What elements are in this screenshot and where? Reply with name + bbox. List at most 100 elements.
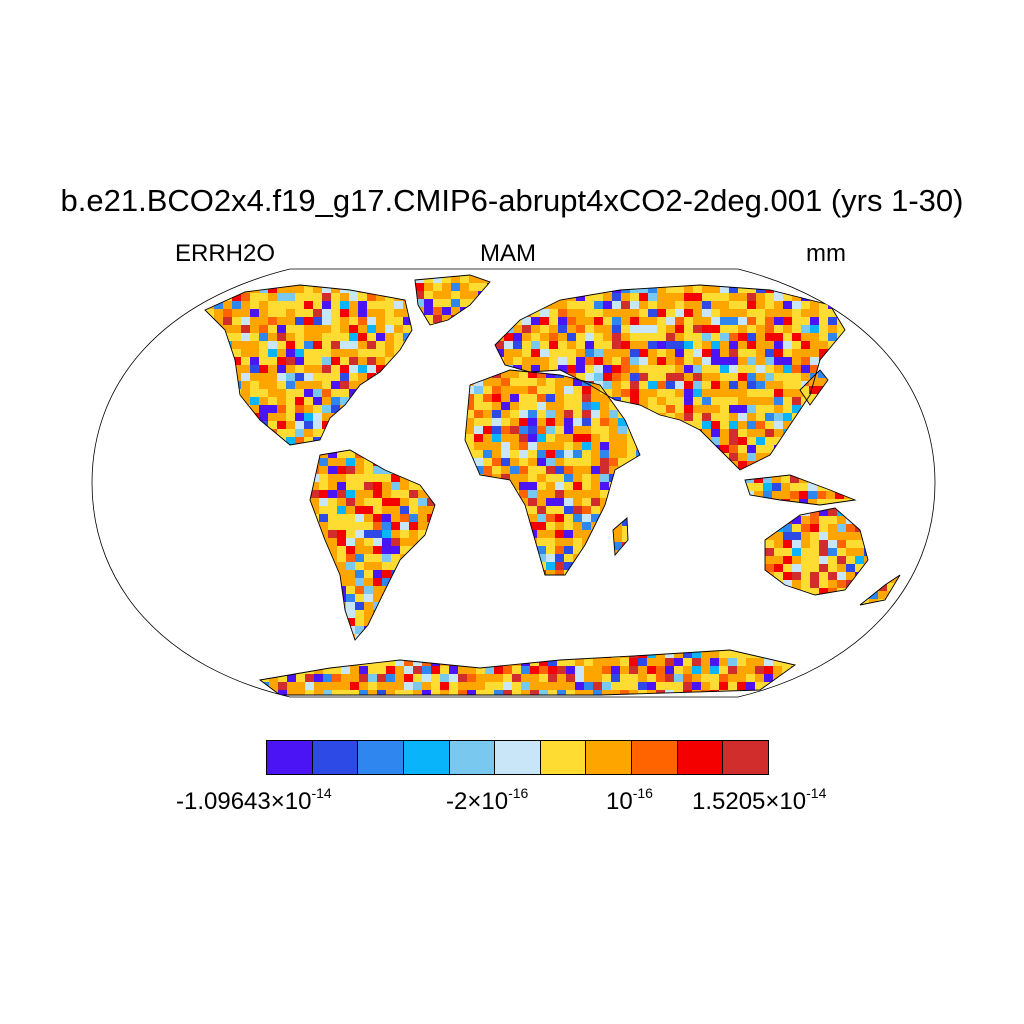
grid-cell — [546, 394, 555, 402]
grid-cell — [755, 674, 764, 682]
grid-cell — [621, 325, 630, 333]
grid-cell — [546, 554, 555, 562]
grid-cell — [322, 285, 331, 293]
grid-cell — [801, 564, 810, 572]
grid-cell — [828, 309, 837, 317]
grid-cell — [519, 466, 528, 474]
grid-cell — [639, 397, 648, 405]
grid-cell — [790, 475, 799, 483]
grid-cell — [368, 674, 377, 682]
grid-cell — [765, 301, 774, 309]
grid-cell — [341, 674, 350, 682]
grid-cell — [702, 333, 711, 341]
grid-cell — [337, 570, 346, 578]
grid-cell — [295, 413, 304, 421]
grid-cell — [546, 458, 555, 466]
grid-cell — [846, 532, 855, 540]
grid-cell — [692, 658, 701, 666]
grid-cell — [576, 341, 585, 349]
grid-cell — [555, 474, 564, 482]
grid-cell — [286, 285, 295, 293]
grid-cell — [674, 674, 683, 682]
grid-cell — [373, 586, 382, 594]
grid-cell — [612, 357, 621, 365]
grid-cell — [424, 315, 433, 323]
grid-cell — [828, 580, 837, 588]
grid-cell — [801, 365, 810, 373]
grid-cell — [241, 301, 250, 309]
grid-cell — [612, 349, 621, 357]
grid-cell — [573, 530, 582, 538]
grid-cell — [313, 309, 322, 317]
grid-cell — [837, 301, 845, 309]
grid-cell — [557, 658, 566, 666]
grid-cell — [391, 498, 400, 506]
grid-cell — [729, 429, 738, 437]
grid-cell — [720, 285, 729, 293]
grid-cell — [720, 309, 729, 317]
grid-cell — [395, 666, 404, 674]
grid-cell — [409, 482, 418, 490]
grid-cell — [710, 674, 719, 682]
grid-cell — [373, 522, 382, 530]
grid-cell — [395, 674, 404, 682]
grid-cell — [555, 522, 564, 530]
grid-cell — [331, 301, 340, 309]
grid-cell — [674, 650, 683, 658]
grid-cell — [737, 666, 746, 674]
grid-cell — [403, 325, 412, 333]
grid-cell — [648, 405, 657, 413]
grid-cell — [648, 285, 657, 293]
grid-cell — [259, 309, 268, 317]
grid-cell — [268, 349, 277, 357]
grid-cell — [773, 658, 782, 666]
grid-cell — [701, 650, 710, 658]
grid-cell — [400, 514, 409, 522]
grid-cell — [391, 514, 400, 522]
grid-cell — [376, 365, 385, 373]
grid-cell — [555, 538, 564, 546]
grid-cell — [241, 293, 250, 301]
grid-cell — [250, 341, 259, 349]
grid-cell — [223, 309, 232, 317]
grid-cell — [286, 437, 295, 445]
grid-cell — [501, 394, 510, 402]
grid-cell — [756, 349, 765, 357]
grid-cell — [674, 658, 683, 666]
grid-cell — [510, 442, 519, 450]
grid-cell — [358, 373, 367, 381]
grid-cell — [485, 674, 494, 682]
grid-cell — [304, 357, 313, 365]
grid-cell — [808, 483, 817, 491]
grid-cell — [546, 466, 555, 474]
grid-cell — [346, 554, 355, 562]
grid-cell — [269, 682, 278, 690]
grid-cell — [765, 405, 774, 413]
grid-cell — [582, 434, 591, 442]
grid-cell — [537, 394, 546, 402]
grid-cell — [630, 317, 639, 325]
grid-cell — [783, 564, 792, 572]
grid-cell — [268, 373, 277, 381]
grid-cell — [277, 405, 286, 413]
grid-cell — [612, 381, 621, 389]
grid-cell — [702, 285, 711, 293]
grid-cell — [774, 532, 783, 540]
grid-cell — [600, 450, 609, 458]
grid-cell — [719, 666, 728, 674]
grid-cell — [385, 349, 394, 357]
grid-cell — [603, 381, 612, 389]
grid-cell — [756, 437, 765, 445]
grid-cell — [510, 482, 519, 490]
grid-cell — [855, 556, 864, 564]
grid-cell — [603, 341, 612, 349]
grid-cell — [729, 365, 738, 373]
grid-cell — [657, 357, 666, 365]
grid-cell — [665, 666, 674, 674]
grid-cell — [684, 341, 693, 349]
grid-cell — [819, 309, 828, 317]
grid-cell — [765, 373, 774, 381]
grid-cell — [458, 666, 467, 674]
grid-cell — [783, 341, 792, 349]
grid-cell — [792, 580, 801, 588]
